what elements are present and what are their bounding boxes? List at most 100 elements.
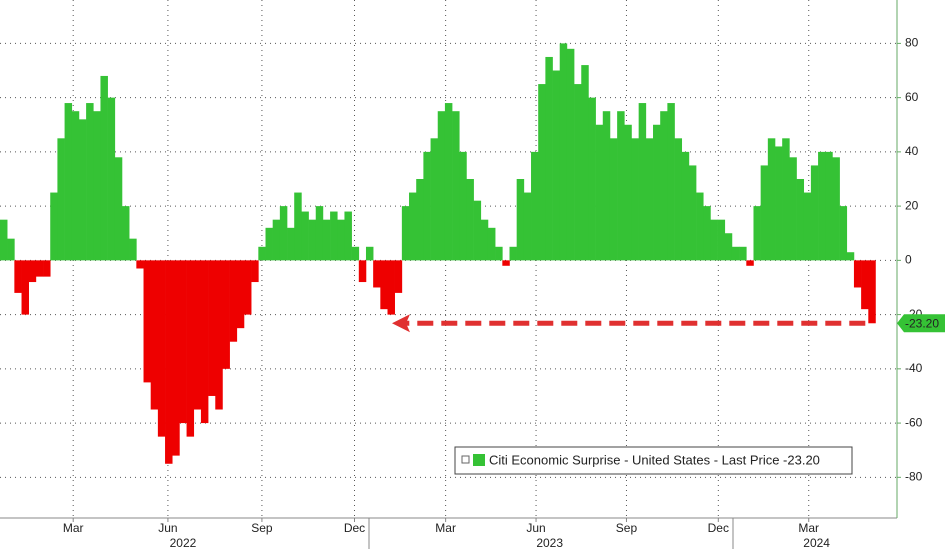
bar <box>229 260 238 342</box>
bar <box>308 219 317 261</box>
bar <box>452 111 460 261</box>
bar <box>423 151 431 261</box>
bar <box>380 260 388 310</box>
bar <box>43 260 51 277</box>
y-tick-label: 0 <box>905 253 912 267</box>
bar <box>818 151 826 261</box>
bar <box>602 111 611 261</box>
bar <box>789 157 797 261</box>
bar <box>21 260 30 315</box>
bar <box>409 192 417 261</box>
bar <box>186 260 195 437</box>
x-tick-label: Mar <box>798 521 819 535</box>
bar <box>466 178 474 261</box>
bar <box>279 206 288 261</box>
bar <box>387 260 395 315</box>
bar <box>782 138 790 261</box>
bar <box>301 211 309 261</box>
bar <box>358 260 367 283</box>
bar <box>480 219 489 261</box>
bar <box>236 260 245 329</box>
legend-toggle <box>461 455 470 464</box>
bar <box>251 260 259 283</box>
bar <box>559 43 568 261</box>
bar <box>667 103 675 261</box>
bar <box>552 70 561 261</box>
bar <box>753 206 761 261</box>
year-label: 2024 <box>803 536 830 549</box>
bar <box>373 260 381 288</box>
bar <box>796 178 805 261</box>
legend: Citi Economic Surprise - United States -… <box>454 446 853 475</box>
bar <box>222 260 230 369</box>
bar <box>322 219 331 261</box>
x-tick-label: Jun <box>526 521 545 535</box>
year-label: 2023 <box>536 536 563 549</box>
bar <box>703 206 711 261</box>
bar <box>775 146 783 261</box>
bar <box>121 206 130 261</box>
bar <box>215 260 223 410</box>
y-tick-label: 80 <box>905 36 919 50</box>
bar <box>739 246 747 261</box>
bar <box>581 65 589 261</box>
bar <box>243 260 252 315</box>
bar <box>538 84 546 261</box>
x-tick-label: Jun <box>158 521 177 535</box>
bar <box>609 138 618 261</box>
bar <box>574 84 582 261</box>
bar <box>136 260 144 269</box>
bar <box>810 165 819 261</box>
y-tick-label: -60 <box>905 415 923 429</box>
bar <box>767 138 776 261</box>
bar <box>545 56 553 261</box>
bar <box>495 246 503 261</box>
bar <box>825 151 833 261</box>
bar <box>638 103 647 261</box>
bar <box>315 206 324 261</box>
bar <box>7 238 15 261</box>
bar <box>502 260 510 266</box>
bar <box>394 260 403 293</box>
bar <box>846 252 855 261</box>
x-tick-label: Mar <box>435 521 456 535</box>
x-tick-label: Mar <box>63 521 84 535</box>
bar <box>566 48 575 261</box>
bar <box>731 246 740 261</box>
bar <box>531 151 539 261</box>
bar <box>265 227 273 261</box>
bar <box>35 260 44 277</box>
bar <box>724 233 733 261</box>
bar <box>287 227 295 261</box>
bar <box>645 138 654 261</box>
bar <box>523 192 532 261</box>
bar <box>803 192 812 261</box>
bar <box>0 219 8 261</box>
bar <box>653 124 661 261</box>
last-price-label: -23.20 <box>905 316 939 330</box>
bar <box>157 260 166 437</box>
bar <box>688 165 697 261</box>
bar <box>839 206 848 261</box>
bar <box>107 97 116 261</box>
bar <box>50 192 58 261</box>
bar <box>337 219 345 261</box>
y-tick-label: -40 <box>905 361 923 375</box>
bar <box>674 138 683 261</box>
bar <box>71 111 80 261</box>
annotation-arrowhead <box>392 314 410 333</box>
legend-box <box>454 446 853 475</box>
x-tick-label: Dec <box>344 521 365 535</box>
bar <box>437 111 446 261</box>
bar <box>595 124 604 261</box>
bar <box>681 151 690 261</box>
bar <box>93 111 101 261</box>
bar <box>351 246 360 261</box>
bar <box>57 138 65 261</box>
bar <box>710 219 718 261</box>
bar <box>868 260 876 324</box>
x-tick-label: Sep <box>616 521 638 535</box>
bar <box>509 246 517 261</box>
bar <box>64 103 73 261</box>
y-tick-label: 20 <box>905 198 919 212</box>
